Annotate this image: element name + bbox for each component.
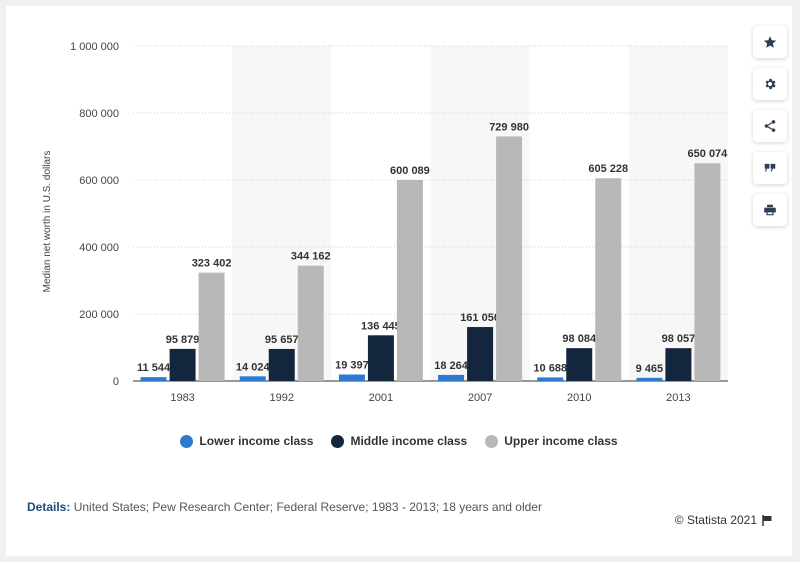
statista-credit[interactable]: © Statista 2021 (675, 513, 772, 527)
bar (396, 179, 423, 381)
bar (665, 348, 692, 381)
bar (239, 376, 266, 381)
y-tick-label: 600 000 (79, 175, 119, 187)
data-label: 650 074 (688, 148, 729, 160)
data-label: 98 084 (562, 333, 597, 345)
data-label: 19 397 (335, 360, 369, 372)
bar (268, 348, 295, 381)
bar (694, 163, 721, 381)
sidebar-toolbar (753, 26, 787, 236)
legend-marker-upper (485, 434, 499, 448)
data-label: 729 980 (489, 121, 529, 133)
legend-marker-lower (180, 434, 194, 448)
data-label: 344 162 (291, 251, 331, 263)
details-text: United States; Pew Research Center; Fede… (70, 500, 542, 514)
settings-button[interactable] (753, 68, 787, 100)
bar-chart: 0 200 000 400 000 600 000 800 000 1 000 000 Me… (42, 41, 729, 404)
chart-card: 0 200 000 400 000 600 000 800 000 1 000 000 Me… (6, 6, 792, 556)
y-tick-label: 1 000 000 (70, 41, 119, 53)
data-label: 161 050 (460, 312, 500, 324)
legend-label-lower: Lower income class (199, 434, 314, 448)
bar (496, 136, 523, 381)
data-label: 605 228 (588, 163, 628, 175)
star-icon (763, 36, 777, 48)
details-label: Details: (27, 500, 71, 514)
share-button[interactable] (753, 110, 787, 142)
x-tick-label: 2010 (567, 392, 591, 404)
data-label: 10 688 (533, 362, 567, 374)
data-label: 600 089 (390, 165, 430, 177)
legend-item-upper[interactable]: Upper income class (485, 434, 618, 448)
bar (140, 377, 167, 381)
bar (467, 327, 494, 381)
x-tick-label: 1983 (170, 392, 194, 404)
bar (537, 377, 564, 381)
bar (338, 374, 365, 381)
bar (297, 265, 324, 381)
data-label: 11 544 (137, 362, 171, 374)
x-tick-label: 2001 (369, 392, 393, 404)
legend-label-upper: Upper income class (504, 434, 618, 448)
bar (438, 374, 465, 381)
x-tick-label: 1992 (270, 392, 294, 404)
bar (367, 335, 394, 381)
y-tick-label: 800 000 (79, 108, 119, 120)
flag-icon (762, 514, 772, 526)
data-label: 323 402 (192, 258, 232, 270)
y-tick-label: 200 000 (79, 309, 119, 321)
data-label: 95 879 (166, 334, 200, 346)
bar (595, 178, 622, 381)
legend-marker-middle (331, 434, 345, 448)
legend-item-lower[interactable]: Lower income class (180, 434, 313, 448)
share-icon (764, 120, 776, 132)
print-button[interactable] (753, 194, 787, 226)
cite-button[interactable] (753, 152, 787, 184)
details-note: Details: United States; Pew Research Cen… (27, 498, 547, 517)
favorite-button[interactable] (753, 26, 787, 58)
data-label: 136 445 (361, 320, 401, 332)
bar (566, 348, 593, 381)
data-label: 95 657 (265, 334, 299, 346)
x-tick-label: 2007 (468, 392, 492, 404)
credit-text: © Statista 2021 (674, 513, 757, 527)
x-tick-label: 2013 (666, 392, 690, 404)
y-tick-label: 400 000 (79, 242, 119, 254)
data-label: 98 057 (662, 333, 696, 345)
data-label: 14 024 (236, 361, 271, 373)
data-label: 18 264 (434, 360, 469, 372)
y-axis-title: Median net worth in U.S. dollars (42, 151, 53, 293)
bar (198, 272, 225, 381)
legend-label-middle: Middle income class (350, 434, 468, 448)
quote-icon (764, 163, 776, 172)
legend-item-middle[interactable]: Middle income class (331, 434, 467, 448)
data-label: 9 465 (636, 363, 664, 375)
bar (169, 348, 196, 381)
chart-legend: Lower income class Middle income class U… (6, 434, 792, 448)
gear-icon (765, 78, 776, 90)
print-icon (764, 204, 776, 216)
y-tick-label: 0 (113, 376, 119, 388)
bar (636, 377, 663, 381)
